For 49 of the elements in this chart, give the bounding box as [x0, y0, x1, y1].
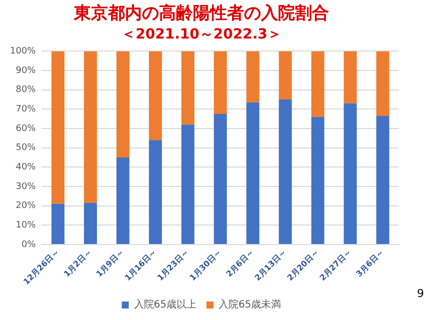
legend-label: 入院65歳以上 — [134, 298, 197, 311]
bar — [51, 204, 64, 244]
bar — [214, 51, 227, 114]
y-tick-label: 30% — [16, 182, 36, 192]
x-tick-label: 12月26日～ — [22, 247, 61, 286]
bar — [181, 124, 194, 244]
bar — [246, 51, 260, 102]
bar — [148, 140, 162, 244]
bar — [246, 102, 260, 244]
x-tick-label: 2月27日～ — [318, 247, 354, 283]
bar — [51, 51, 64, 204]
x-tick-label: 1月23日～ — [156, 247, 191, 283]
x-tick-label: 2月6日～ — [224, 247, 256, 279]
y-tick-label: 40% — [16, 162, 36, 173]
x-tick-label: 1月16日～ — [123, 247, 158, 283]
bar — [116, 158, 130, 244]
bar — [311, 51, 324, 117]
x-tick-label: 3月6日～ — [354, 247, 386, 279]
bar — [344, 51, 357, 104]
bar — [278, 100, 292, 244]
x-tick-label: 2月13日～ — [253, 247, 288, 283]
bar — [376, 51, 390, 116]
text: 9 — [417, 287, 424, 300]
y-tick-label: 50% — [16, 143, 36, 154]
bar — [311, 116, 324, 244]
y-tick-label: 0% — [21, 240, 36, 250]
y-tick-label: 10% — [16, 220, 36, 231]
bar — [181, 51, 194, 125]
bar — [116, 51, 130, 158]
bar — [376, 116, 390, 244]
y-tick-label: 60% — [16, 124, 36, 134]
chart-title: 東京都内の高齢陽性者の入院割合 — [73, 4, 329, 24]
bar — [148, 51, 162, 140]
legend-label: 入院65歳未満 — [218, 298, 282, 311]
y-tick-label: 90% — [16, 66, 36, 76]
bar — [214, 114, 227, 244]
x-tick-label: 1月2日～ — [62, 247, 94, 279]
chart-subtitle: ＜2021.10～2022.3＞ — [122, 26, 282, 42]
bar — [84, 202, 97, 244]
bar — [344, 103, 357, 244]
x-tick-label: 1月9日～ — [94, 247, 126, 279]
y-tick-label: 70% — [16, 104, 36, 115]
bar — [84, 51, 97, 203]
y-tick-label: 100% — [10, 46, 36, 57]
bar — [278, 51, 292, 100]
y-tick-label: 20% — [16, 201, 36, 212]
x-tick-label: 1月30日～ — [188, 247, 224, 283]
y-tick-label: 80% — [16, 85, 36, 96]
x-tick-label: 2月20日～ — [286, 247, 321, 283]
